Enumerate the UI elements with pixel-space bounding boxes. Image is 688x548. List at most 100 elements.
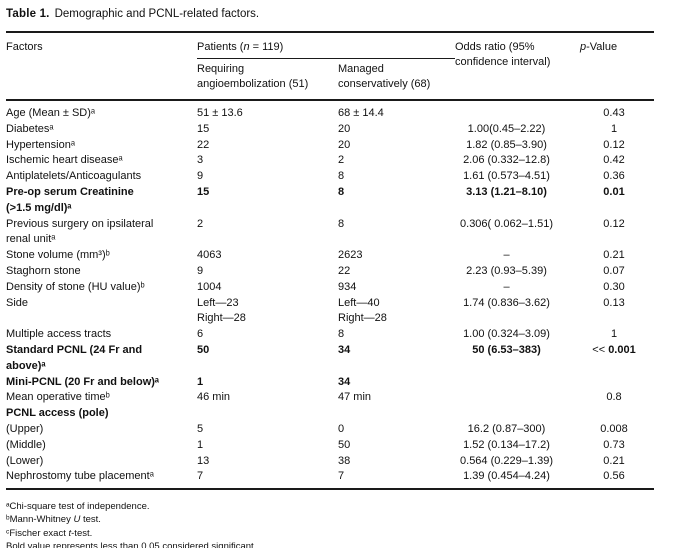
- factor-cell: Nephrostomy tube placementᵃ: [6, 469, 197, 491]
- odds-cell: 50 (6.53–383): [472, 343, 541, 356]
- factor-cell: Mini-PCNL (20 Fr and below)ᵃ: [6, 375, 160, 388]
- conserv-cell: 20: [338, 138, 351, 151]
- pvalue-cell: 0.36: [603, 170, 625, 183]
- factor-cell: Diabetesᵃ: [6, 122, 54, 135]
- footnote-fischer-t-italic: t: [68, 527, 72, 539]
- col-header-conservative: Managed conservatively (68): [338, 58, 455, 101]
- factor-cell: (Upper): [6, 422, 44, 435]
- odds-cell: 1.61 (0.573–4.51): [463, 170, 550, 183]
- pvalue-number: 0.001: [608, 343, 636, 356]
- odds-cell: 1.39 (0.454–4.24): [455, 469, 580, 491]
- angio-cell: 3: [197, 154, 204, 167]
- table-row-multiple-access-tracts: Multiple access tracts 6 8 1.00 (0.324–3.09…: [6, 327, 654, 343]
- table-row-stone-density: Density of stone (HU value)ᵇ 1004 934 – 0.30: [6, 280, 654, 296]
- table-caption: Table 1. Demographic and PCNL-related fac…: [6, 7, 688, 22]
- footnote-mann-whitney-suffix: test.: [80, 514, 101, 526]
- odds-cell: [455, 406, 580, 422]
- factor-cell: (Lower): [6, 454, 44, 467]
- table-row-side: Side Left—23 Right—28 Left—40 Right—28 1.74…: [6, 296, 654, 328]
- odds-cell: 2.23 (0.93–5.39): [466, 264, 547, 277]
- table-body: Age (Mean ± SD)ᵃ 51 ± 13.6 68 ± 14.4 0.43 D…: [6, 100, 654, 491]
- pvalue-cell: 0.21: [603, 454, 625, 467]
- conserv-cell: [338, 406, 455, 422]
- footnote-fischer-prefix: ᶜFischer exact: [6, 527, 69, 539]
- col-header-angioembolization: Requiring angioembolization (51): [197, 58, 338, 101]
- angio-cell: Left—23 Right—28: [197, 296, 246, 325]
- pvalue-cell: 0.73: [603, 438, 625, 451]
- angio-cell: 46 min: [197, 391, 231, 404]
- conserv-cell: 22: [338, 264, 351, 277]
- table-header: Factors Patients (n = 119) Odds ratio (9…: [6, 32, 654, 101]
- pvalue-cell: 0.42: [603, 154, 625, 167]
- angio-cell: 22: [197, 138, 210, 151]
- table-row-age: Age (Mean ± SD)ᵃ 51 ± 13.6 68 ± 14.4 0.43: [6, 100, 654, 122]
- odds-cell: 1.00(0.45–2.22): [467, 122, 546, 135]
- factor-cell: PCNL access (pole): [6, 407, 109, 420]
- conserv-cell: 50: [338, 438, 351, 451]
- conserv-cell: 47 min: [338, 391, 372, 404]
- table-caption-text: Demographic and PCNL-related factors.: [54, 8, 260, 20]
- demographics-table: Factors Patients (n = 119) Odds ratio (9…: [6, 31, 654, 491]
- table-row-mean-operative-time: Mean operative timeᵇ 46 min 47 min 0.8: [6, 390, 654, 406]
- pvalue-label-p-italic: p: [580, 41, 587, 53]
- pvalue-cell: [580, 406, 654, 422]
- table-row-preop-creatinine: Pre-op serum Creatinine (>1.5 mg/dl)ᵃ 15 8…: [6, 185, 654, 217]
- table-row-antiplatelets: Antiplatelets/Anticoagulants 9 8 1.61 (0.57…: [6, 169, 654, 185]
- angio-cell: 5: [197, 422, 204, 435]
- table-row-nephrostomy-tube: Nephrostomy tube placementᵃ 7 7 1.39 (0.454…: [6, 469, 654, 491]
- odds-cell: [455, 375, 580, 391]
- header-row-top: Factors Patients (n = 119) Odds ratio (9…: [6, 32, 654, 101]
- factor-cell: Staghorn stone: [6, 264, 81, 277]
- odds-cell: –: [503, 249, 510, 262]
- table-row-pcnl-access-pole: PCNL access (pole): [6, 406, 654, 422]
- factor-cell: Side: [6, 296, 29, 309]
- footnote-mann-whitney-prefix: ᵇMann-Whitney: [6, 514, 74, 526]
- table-row-mini-pcnl: Mini-PCNL (20 Fr and below)ᵃ 1 34: [6, 375, 654, 391]
- patients-label-prefix: Patients (: [197, 41, 244, 53]
- angio-cell: [197, 406, 338, 422]
- odds-cell: 3.13 (1.21–8.10): [466, 185, 547, 198]
- odds-cell: 2.06 (0.332–12.8): [463, 154, 550, 167]
- table-row-staghorn-stone: Staghorn stone 9 22 2.23 (0.93–5.39) 0.07: [6, 264, 654, 280]
- angio-cell: 4063: [197, 249, 222, 262]
- conserv-cell: 8: [338, 170, 345, 183]
- odds-cell: 1.82 (0.85–3.90): [466, 138, 547, 151]
- pvalue-cell: 0.008: [600, 422, 628, 435]
- angio-cell: 51 ± 13.6: [197, 107, 243, 119]
- col-header-patients: Patients (n = 119): [197, 32, 455, 59]
- odds-cell: [455, 390, 580, 406]
- angio-cell: 6: [197, 328, 204, 341]
- factor-cell: Density of stone (HU value)ᵇ: [6, 280, 145, 293]
- pvalue-cell: 1: [610, 122, 618, 135]
- odds-cell: –: [503, 280, 510, 293]
- footnote-chi-square: ᵃChi-square test of independence.: [6, 501, 150, 513]
- pvalue-cell: 0.12: [603, 217, 625, 230]
- angio-cell: 9: [197, 264, 204, 277]
- table-row-lower-pole: (Lower) 13 38 0.564 (0.229–1.39) 0.21: [6, 454, 654, 470]
- conserv-cell: 0: [338, 422, 345, 435]
- factor-cell: Stone volume (mm³)ᵇ: [6, 249, 110, 262]
- col-header-pvalue: p-Value: [580, 32, 654, 101]
- pvalue-cell: 0.43: [603, 107, 625, 119]
- pvalue-cell: 0.8: [606, 391, 622, 404]
- pvalue-cell: 0.07: [603, 264, 625, 277]
- conserv-cell: 2623: [338, 249, 363, 262]
- pvalue-cell: 0.30: [603, 280, 625, 293]
- table-row-middle-pole: (Middle) 1 50 1.52 (0.134–17.2) 0.73: [6, 438, 654, 454]
- header-row-sub: Requiring angioembolization (51) Managed…: [6, 58, 654, 101]
- conserv-cell: 8: [338, 185, 345, 198]
- factor-cell: Mean operative timeᵇ: [6, 391, 110, 404]
- factor-cell: Standard PCNL (24 Fr and above)ᵃ: [6, 343, 143, 372]
- factor-cell: Antiplatelets/Anticoagulants: [6, 170, 142, 183]
- conserv-cell: 7: [338, 469, 455, 491]
- factor-cell: Pre-op serum Creatinine (>1.5 mg/dl)ᵃ: [6, 185, 134, 214]
- pvalue-label-suffix: -Value: [586, 41, 618, 53]
- conserv-cell: 34: [338, 375, 351, 388]
- conserv-cell: Left—40 Right—28: [338, 296, 387, 325]
- odds-cell: 1.00 (0.324–3.09): [463, 328, 550, 341]
- pvalue-cell: 1: [610, 328, 618, 341]
- angio-cell: 1: [197, 375, 204, 388]
- table-row-stone-volume: Stone volume (mm³)ᵇ 4063 2623 – 0.21: [6, 248, 654, 264]
- pvalue-cell: 0.01: [603, 185, 625, 198]
- conserv-cell: 934: [338, 280, 357, 293]
